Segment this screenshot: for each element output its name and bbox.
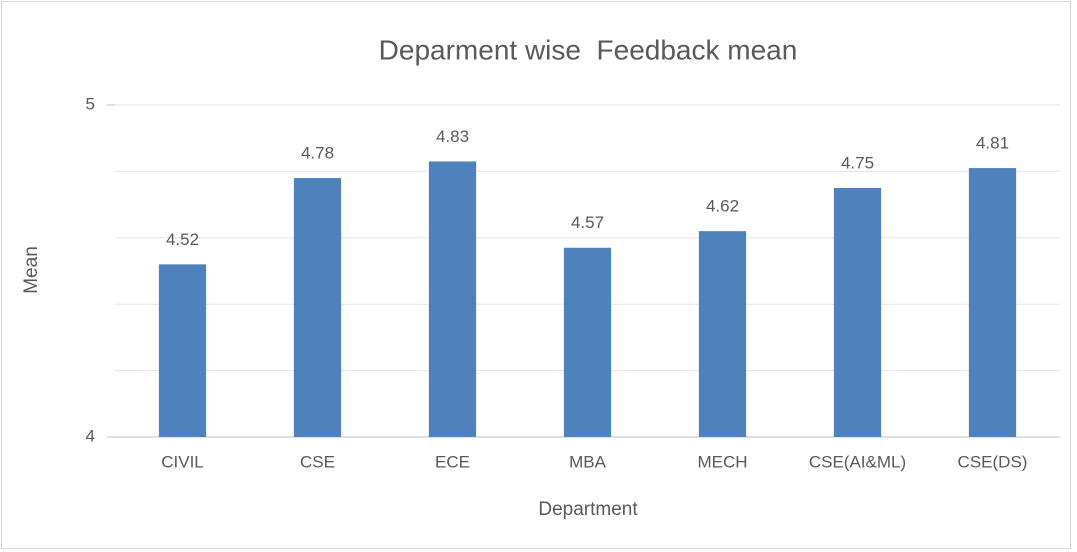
bar: [833, 188, 882, 437]
bar: [158, 264, 207, 437]
x-tick-label: MECH: [697, 452, 747, 471]
data-label: 4.75: [841, 153, 874, 172]
bar: [698, 231, 747, 437]
data-label: 4.52: [166, 230, 199, 249]
x-tick-label: CSE(DS): [958, 452, 1028, 471]
data-label: 4.57: [571, 213, 604, 232]
chart-title: Deparment wise Feedback mean: [379, 34, 798, 65]
data-label: 4.78: [301, 144, 334, 163]
bar: [563, 247, 612, 437]
x-tick-label: CSE: [300, 452, 335, 471]
y-tick-label: 5: [86, 94, 95, 113]
data-label: 4.81: [976, 134, 1009, 153]
data-label: 4.62: [706, 197, 739, 216]
data-label: 4.83: [436, 127, 469, 146]
bar: [428, 161, 477, 437]
bar: [968, 168, 1017, 437]
x-tick-label: MBA: [569, 452, 607, 471]
y-axis-title: Mean: [21, 246, 42, 294]
x-tick-label: CSE(AI&ML): [809, 452, 906, 471]
y-tick-label: 4: [86, 426, 95, 445]
x-axis-title: Department: [538, 499, 638, 520]
x-tick-label: CIVIL: [161, 452, 204, 471]
x-tick-label: ECE: [435, 452, 470, 471]
bar: [293, 178, 342, 438]
